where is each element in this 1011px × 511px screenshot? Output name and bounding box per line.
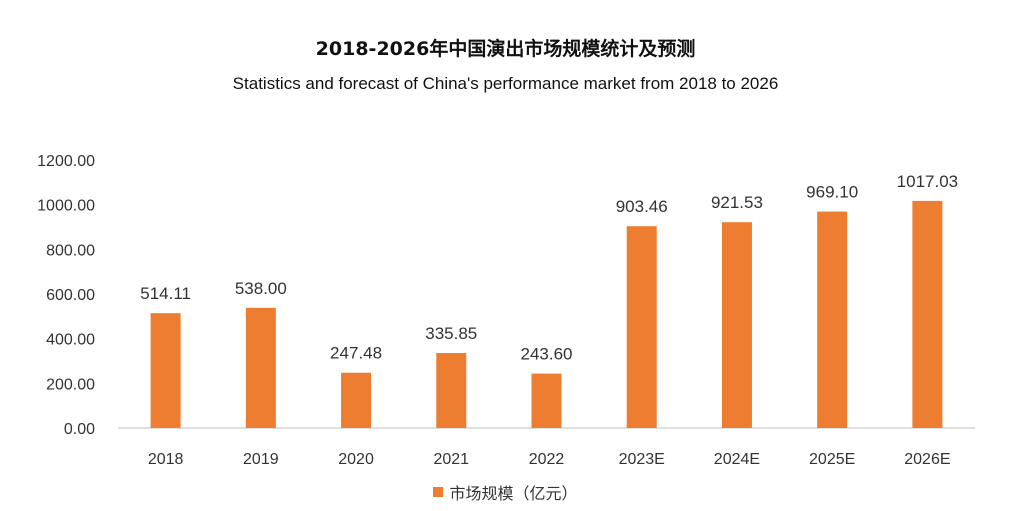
data-label-2024E: 921.53 [711,193,763,212]
y-tick-label: 0.00 [64,421,95,438]
x-tick-label-2019: 2019 [243,451,279,468]
x-tick-label-2021: 2021 [433,451,469,468]
legend: 市场规模（亿元） [0,480,1011,504]
y-tick-label: 800.00 [46,242,95,259]
y-tick-label: 400.00 [46,332,95,349]
bar-2018 [150,313,181,428]
data-label-2023E: 903.46 [616,197,668,216]
data-label-2020: 247.48 [330,344,382,363]
y-tick-label: 600.00 [46,287,95,304]
bar-2020 [341,372,372,428]
bar-2026E [912,200,943,428]
legend-swatch [433,487,444,497]
data-label-2022: 243.60 [521,345,573,364]
y-tick-label: 1200.00 [37,153,95,170]
bar-2024E [721,222,752,428]
data-label-2018: 514.11 [140,284,191,303]
x-tick-label-2026E: 2026E [904,451,950,468]
y-tick-label: 1000.00 [37,198,95,215]
data-label-2026E: 1017.03 [897,172,958,191]
data-label-2021: 335.85 [425,324,477,343]
x-tick-label-2025E: 2025E [809,451,855,468]
bar-2022 [531,373,562,428]
bar-2025E [817,211,848,428]
chart-title: 2018-2026年中国演出市场规模统计及预测 [315,38,696,60]
bar-2021 [436,352,467,428]
bar-2023E [626,226,657,428]
x-tick-label-2022: 2022 [529,451,565,468]
chart-subtitle: Statistics and forecast of China's perfo… [232,74,779,93]
data-label-2019: 538.00 [235,279,287,298]
x-tick-label-2020: 2020 [338,451,374,468]
x-tick-label-2023E: 2023E [619,451,665,468]
data-label-2025E: 969.10 [806,183,858,202]
y-tick-label: 200.00 [46,376,95,393]
legend-label: 市场规模（亿元） [449,484,578,503]
x-tick-label-2018: 2018 [148,451,184,468]
x-tick-label-2024E: 2024E [714,451,760,468]
bar-2019 [245,307,276,428]
